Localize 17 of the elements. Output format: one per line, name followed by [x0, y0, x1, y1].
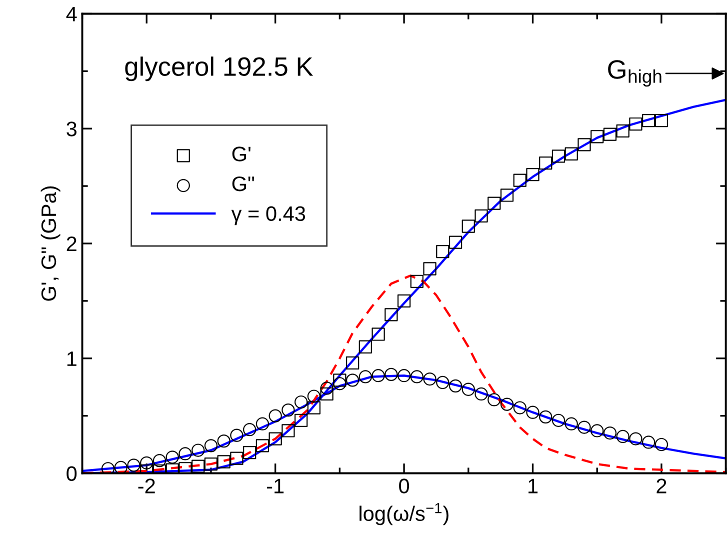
annotation: G$_{high}$: [608, 60, 662, 87]
x-tick-label: -2: [138, 478, 155, 494]
y-tick-label: 2: [66, 236, 76, 252]
x-tick-label: 2: [656, 478, 666, 494]
legend-label: G': [232, 146, 250, 162]
y-tick-label: 0: [66, 466, 77, 481]
y-tick-label: 4: [66, 6, 77, 22]
legend-label: γ = 0.43: [231, 206, 306, 226]
y-tick-label: 3: [66, 122, 76, 136]
x-tick-label: 0: [399, 478, 410, 494]
legend-label: G": [232, 176, 254, 192]
x-tick-label: 1: [528, 478, 538, 494]
y-tick-label: 1: [67, 352, 76, 366]
y-axis-title: G', G" (GPa): [40, 186, 60, 301]
annotation: glycerol 192.5 K: [125, 56, 314, 82]
x-tick-label: -1: [266, 478, 284, 494]
x-axis-title: log(ω/s$^{−1}$): [360, 503, 448, 526]
